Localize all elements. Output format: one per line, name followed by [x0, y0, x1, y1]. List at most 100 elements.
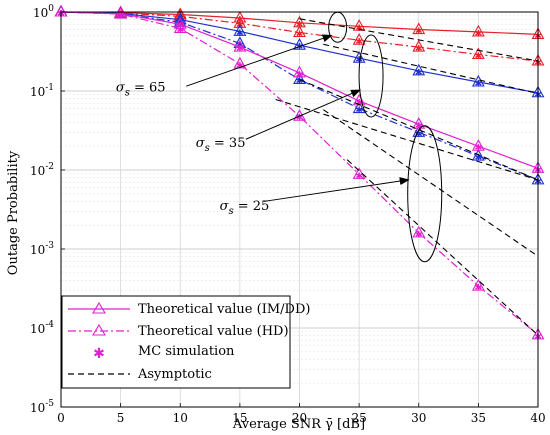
triangle-marker	[352, 33, 366, 45]
mc-star-marker: ✱	[117, 11, 125, 21]
legend-item-imdd: Theoretical value (IM/DD)	[68, 301, 310, 317]
triangle-marker	[293, 72, 306, 85]
star-marker-icon: ✱	[93, 346, 105, 362]
asymptote-layer	[275, 18, 539, 336]
triangle-marker	[471, 24, 485, 37]
asymptote-line	[323, 109, 539, 257]
mc-star-marker: ✱	[475, 29, 483, 39]
asymptote-line	[299, 18, 539, 62]
series-line	[60, 11, 539, 336]
mc-star-marker: ✱	[117, 12, 125, 22]
mc-star-marker: ✱	[117, 11, 125, 21]
mc-star-marker: ✱	[236, 41, 244, 51]
sigma-label-35: σs = 35	[196, 136, 246, 154]
mc-star-marker: ✱	[355, 56, 363, 66]
triangle-marker	[412, 22, 426, 35]
triangle-marker	[173, 15, 187, 27]
legend-item-hd: Theoretical value (HD)	[68, 323, 289, 339]
legend-label-mc: MC simulation	[138, 344, 235, 359]
mc-star-marker: ✱	[296, 114, 304, 124]
triangle-marker	[173, 17, 187, 29]
y-tick-label: 10-3	[30, 241, 54, 257]
mc-star-marker: ✱	[415, 230, 423, 240]
x-tick-label: 30	[411, 411, 426, 425]
annotation-layer: σs = 65 σs = 35 σs = 25	[116, 11, 443, 263]
legend: Theoretical value (IM/DD) Theoretical va…	[61, 295, 310, 389]
triangle-marker	[471, 148, 485, 161]
x-tick-label: 0	[57, 411, 65, 425]
triangle-marker	[471, 139, 485, 151]
triangle-marker	[412, 39, 426, 52]
mc-star-marker: ✱	[355, 172, 363, 182]
mc-star-marker: ✱	[176, 26, 184, 36]
x-tick-label: 15	[232, 411, 247, 425]
sigma-label-65: σs = 65	[116, 81, 166, 99]
group-ellipse	[407, 125, 443, 263]
mc-star-marker: ✱	[475, 79, 483, 89]
asymptote-line	[299, 78, 539, 181]
mc-star-marker: ✱	[355, 24, 363, 34]
mc-star-marker: ✱	[355, 106, 363, 116]
legend-label-hd: Theoretical value (HD)	[138, 324, 289, 339]
triangle-marker	[352, 19, 366, 31]
mc-star-marker: ✱	[296, 30, 304, 40]
legend-label-imdd: Theoretical value (IM/DD)	[138, 302, 310, 317]
triangle-marker	[114, 6, 128, 19]
annotation-arrow	[186, 34, 333, 87]
mc-star-marker: ✱	[236, 15, 244, 25]
x-axis-title: Average SNR γ̄ [dB]	[232, 417, 365, 432]
legend-item-asymptotic: Asymptotic	[68, 367, 212, 382]
y-tick-label: 10-5	[30, 399, 54, 415]
triangle-marker	[412, 117, 426, 129]
mc-star-marker: ✱	[415, 68, 423, 78]
x-tick-label: 40	[530, 411, 545, 425]
mc-star-marker: ✱	[415, 130, 423, 140]
sigma-label-25: σs = 25	[220, 199, 270, 217]
mc-star-marker: ✱	[117, 11, 125, 21]
asymptote-line	[346, 159, 539, 336]
y-tick-label: 100	[33, 4, 54, 20]
y-tick-label: 10-4	[30, 320, 54, 336]
mc-star-marker: ✱	[117, 10, 125, 20]
triangle-marker	[173, 21, 187, 33]
triangle-marker	[233, 16, 247, 28]
triangle-marker	[471, 47, 485, 60]
mc-star-marker: ✱	[355, 98, 363, 108]
y-axis-title: Outage Probability	[6, 150, 21, 275]
mc-star-marker: ✱	[415, 45, 423, 55]
asymptote-line	[323, 43, 539, 95]
triangle-marker	[412, 63, 426, 76]
mc-star-marker: ✱	[475, 154, 483, 164]
triangle-marker	[352, 101, 366, 114]
triangle-marker	[471, 278, 485, 291]
legend-label-asymptotic: Asymptotic	[137, 367, 212, 382]
triangle-marker	[173, 9, 187, 21]
asymptote-line	[275, 98, 539, 181]
tick-labels: 0 5 10 15 20 25 30 35 40 100 10-1 10-2 10-3 10-4 10-5	[30, 4, 546, 425]
series-line	[60, 11, 539, 35]
x-tick-label: 25	[351, 411, 366, 425]
mc-star-marker: ✱	[236, 61, 244, 71]
triangle-marker	[412, 225, 426, 238]
mc-star-marker: ✱	[475, 284, 483, 294]
legend-box	[61, 295, 291, 389]
annotation-arrow	[263, 177, 410, 202]
mc-star-marker: ✱	[475, 144, 483, 154]
triangle-marker	[233, 24, 247, 36]
mc-star-marker: ✱	[236, 45, 244, 55]
mc-star-marker: ✱	[296, 20, 304, 30]
series-line	[60, 11, 539, 169]
annotation-arrow	[245, 89, 361, 140]
y-tick-label: 10-1	[30, 83, 54, 99]
mc-star-marker: ✱	[415, 27, 423, 37]
mc-star-marker: ✱	[176, 20, 184, 30]
x-tick-label: 35	[471, 411, 486, 425]
mc-star-marker: ✱	[355, 38, 363, 48]
mc-star-marker: ✱	[415, 122, 423, 132]
triangle-marker	[233, 39, 247, 52]
y-tick-label: 10-2	[30, 162, 54, 178]
series-line	[60, 11, 539, 94]
triangle-marker	[293, 25, 306, 38]
triangle-marker	[352, 51, 366, 63]
